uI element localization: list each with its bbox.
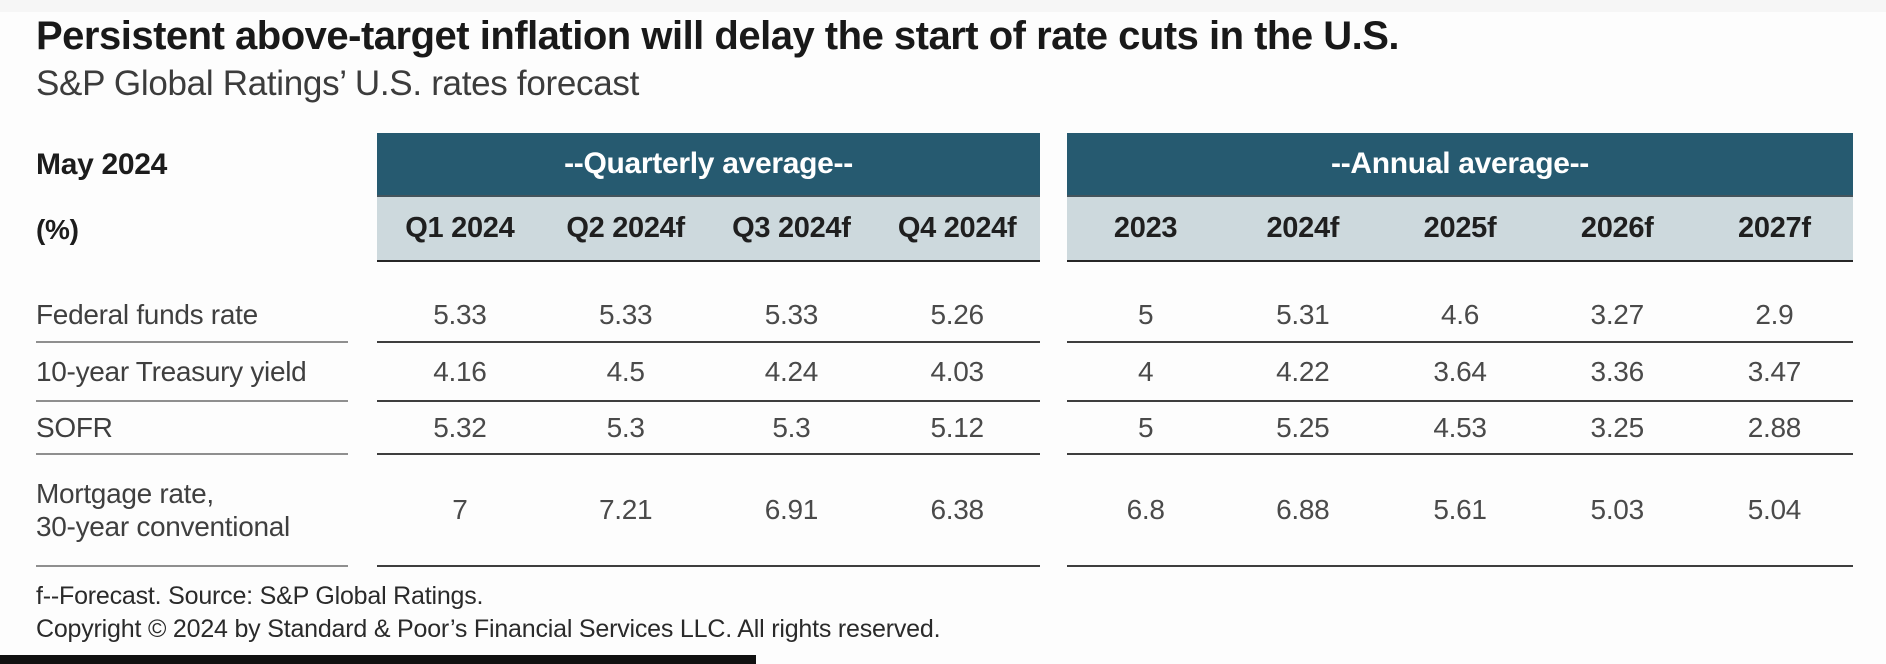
row-label-federal-funds-rate: Federal funds rate xyxy=(36,288,348,343)
value-cell: 5.12 xyxy=(874,402,1040,455)
value-cell: 6.91 xyxy=(708,455,875,567)
value-cell: 5.33 xyxy=(708,288,875,343)
value-cell: 4.6 xyxy=(1381,288,1539,343)
value-cell: 5.3 xyxy=(542,402,709,455)
copyright-note: Copyright © 2024 by Standard & Poor’s Fi… xyxy=(36,615,941,643)
value-cell: 7 xyxy=(377,455,543,567)
as-of-date-label: May 2024 xyxy=(36,148,168,181)
spacer xyxy=(377,262,1040,288)
value-cell: 3.27 xyxy=(1538,288,1696,343)
unit-label: (%) xyxy=(36,213,79,245)
value-cell: 5.31 xyxy=(1224,288,1382,343)
value-cell: 4 xyxy=(1067,343,1225,402)
column-header-2027f: 2027f xyxy=(1695,197,1853,262)
row-label-mortgage-rate: Mortgage rate, 30-year conventional xyxy=(36,455,348,567)
column-header-2024f: 2024f xyxy=(1224,197,1382,262)
column-header-2025f: 2025f xyxy=(1381,197,1539,262)
value-cell: 5.26 xyxy=(874,288,1040,343)
value-cell: 5.61 xyxy=(1381,455,1539,567)
value-cell: 5.25 xyxy=(1224,402,1382,455)
forecast-source-note: f--Forecast. Source: S&P Global Ratings. xyxy=(36,582,484,610)
top-edge-strip xyxy=(0,0,1886,12)
column-header-2023: 2023 xyxy=(1067,197,1225,262)
value-cell: 7.21 xyxy=(542,455,709,567)
spacer xyxy=(1067,262,1853,288)
value-cell: 3.64 xyxy=(1381,343,1539,402)
value-cell: 5 xyxy=(1067,288,1225,343)
value-cell: 5 xyxy=(1067,402,1225,455)
bottom-bar xyxy=(0,655,756,664)
value-cell: 2.88 xyxy=(1695,402,1853,455)
figure-title: Persistent above-target inflation will d… xyxy=(36,14,1400,58)
value-cell: 5.33 xyxy=(542,288,709,343)
quarterly-average-table: --Quarterly average-- Q1 2024 Q2 2024f Q… xyxy=(377,133,1040,567)
value-cell: 6.8 xyxy=(1067,455,1225,567)
value-cell: 5.03 xyxy=(1538,455,1696,567)
column-header-q4-2024f: Q4 2024f xyxy=(874,197,1040,262)
annual-average-header: --Annual average-- xyxy=(1067,133,1853,197)
value-cell: 6.88 xyxy=(1224,455,1382,567)
value-cell: 4.24 xyxy=(708,343,875,402)
annual-average-table: --Annual average-- 2023 2024f 2025f 2026… xyxy=(1067,133,1853,567)
figure-subtitle: S&P Global Ratings’ U.S. rates forecast xyxy=(36,64,640,103)
value-cell: 5.3 xyxy=(708,402,875,455)
value-cell: 5.33 xyxy=(377,288,543,343)
value-cell: 3.47 xyxy=(1695,343,1853,402)
column-header-q1-2024: Q1 2024 xyxy=(377,197,543,262)
value-cell: 4.53 xyxy=(1381,402,1539,455)
column-header-q2-2024f: Q2 2024f xyxy=(542,197,709,262)
row-label-sofr: SOFR xyxy=(36,402,348,455)
row-label-10-year-treasury-yield: 10-year Treasury yield xyxy=(36,343,348,402)
quarterly-average-header: --Quarterly average-- xyxy=(377,133,1040,197)
value-cell: 3.36 xyxy=(1538,343,1696,402)
value-cell: 4.22 xyxy=(1224,343,1382,402)
spacer xyxy=(36,262,377,288)
value-cell: 4.5 xyxy=(542,343,709,402)
value-cell: 6.38 xyxy=(874,455,1040,567)
column-header-q3-2024f: Q3 2024f xyxy=(708,197,875,262)
footnote-block: f--Forecast. Source: S&P Global Ratings.… xyxy=(36,580,941,646)
value-cell: 2.9 xyxy=(1695,288,1853,343)
value-cell: 4.03 xyxy=(874,343,1040,402)
value-cell: 3.25 xyxy=(1538,402,1696,455)
column-header-2026f: 2026f xyxy=(1538,197,1696,262)
row-label-column: May 2024 (%) Federal funds rate 10-year … xyxy=(36,133,377,567)
value-cell: 5.32 xyxy=(377,402,543,455)
value-cell: 4.16 xyxy=(377,343,543,402)
value-cell: 5.04 xyxy=(1695,455,1853,567)
